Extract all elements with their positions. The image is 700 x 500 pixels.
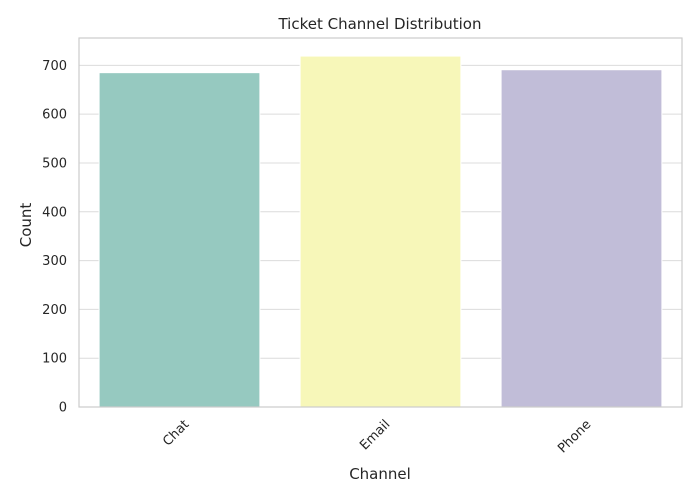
y-tick-label: 600 [42, 108, 67, 123]
y-tick-label: 100 [42, 352, 67, 367]
y-axis-label: Count [17, 203, 35, 248]
y-tick-label: 300 [42, 254, 67, 269]
bars [98, 55, 663, 408]
plot-frame [78, 37, 683, 408]
y-tick-label: 0 [59, 401, 67, 416]
x-axis-label: Channel [349, 465, 411, 483]
y-tick-label: 400 [42, 205, 67, 220]
y-tick-label: 700 [42, 59, 67, 74]
y-tick-label: 200 [42, 303, 67, 318]
chart-title: Ticket Channel Distribution [277, 15, 481, 33]
y-tick-label: 500 [42, 156, 67, 171]
bar-phone [500, 69, 663, 408]
y-axis-ticks: 0 100 200 300 400 500 600 700 [42, 59, 67, 416]
bar-chat [98, 72, 261, 408]
bar-email [299, 55, 462, 408]
